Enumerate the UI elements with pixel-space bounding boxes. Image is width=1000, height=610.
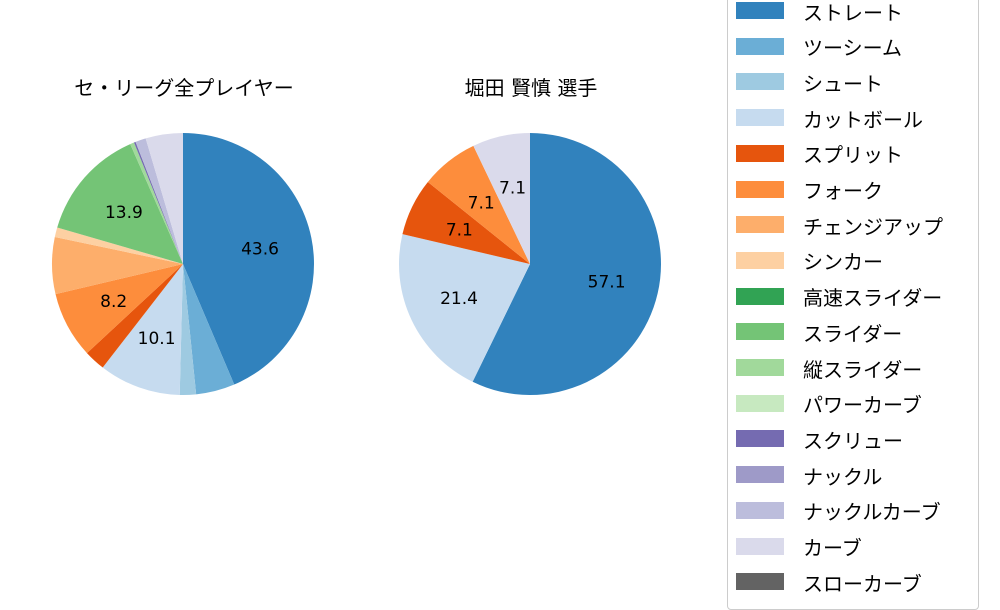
slice-label: 7.1 bbox=[468, 193, 495, 213]
slice-label: 21.4 bbox=[440, 289, 478, 309]
slice-label: 43.6 bbox=[241, 239, 279, 259]
slice-label: 7.1 bbox=[499, 178, 526, 198]
legend-swatch bbox=[736, 180, 784, 198]
pie-slice-チェンジアップ bbox=[52, 237, 184, 295]
legend-label: 高速スライダー bbox=[803, 286, 943, 311]
legend-item: 縦スライダー bbox=[728, 356, 978, 382]
legend-item: スプリット bbox=[728, 142, 978, 168]
legend-label: カーブ bbox=[803, 536, 862, 560]
legend-item: フォーク bbox=[728, 178, 978, 203]
legend: ストレートツーシームシュートカットボール スプリットフォークチェンジアップ シンカー… bbox=[727, 0, 979, 610]
slice-label: 57.1 bbox=[588, 273, 626, 293]
pie-slice-シュート bbox=[179, 264, 197, 395]
legend-item: スライダー bbox=[728, 320, 978, 346]
slice-label: 8.2 bbox=[100, 292, 127, 312]
pie-slice-スプリット bbox=[86, 264, 183, 368]
slice-label: 7.1 bbox=[446, 221, 473, 241]
legend-swatch bbox=[736, 430, 784, 448]
legend-swatch bbox=[736, 2, 784, 19]
legend-swatch bbox=[736, 537, 784, 555]
pie-slice-スプリット bbox=[402, 181, 530, 264]
legend-label: フォーク bbox=[803, 179, 883, 203]
legend-label: 縦スライダー bbox=[803, 357, 923, 382]
pie-slice-縦スライダー bbox=[130, 142, 183, 264]
legend-label: ナックル bbox=[803, 464, 883, 489]
legend-swatch bbox=[736, 501, 784, 519]
pie-charts: 43.610.18.213.9 57.121.47.17.17.1 bbox=[52, 133, 661, 395]
legend-item: ストレート bbox=[728, 0, 978, 25]
legend-item: ナックルカーブ bbox=[728, 499, 978, 525]
legend-label: ナックルカーブ bbox=[803, 500, 941, 525]
legend-swatch bbox=[736, 323, 784, 341]
slice-label: 13.9 bbox=[105, 203, 143, 223]
left-chart-title: セ・リーグ全プレイヤー bbox=[74, 76, 294, 100]
pie-slice-カーブ bbox=[145, 133, 183, 264]
legend-swatch bbox=[736, 37, 784, 55]
legend-label: パワーカーブ bbox=[803, 393, 922, 418]
pie-slice-カーブ bbox=[473, 133, 530, 264]
pie-slice-カットボール bbox=[399, 234, 530, 382]
legend-swatch bbox=[736, 216, 784, 234]
legend-label: シンカー bbox=[803, 250, 883, 275]
pie-slice-ナックルカーブ bbox=[135, 138, 183, 264]
legend-swatch bbox=[736, 251, 784, 269]
legend-item: カットボール bbox=[728, 106, 978, 132]
pie-player: 57.121.47.17.17.1 bbox=[399, 133, 661, 395]
pie-slice-フォーク bbox=[55, 264, 183, 354]
legend-label: チェンジアップ bbox=[803, 214, 943, 239]
legend-swatch bbox=[736, 359, 784, 376]
legend-item: ツーシーム bbox=[728, 35, 978, 61]
legend-label: スライダー bbox=[803, 321, 903, 346]
legend-swatch bbox=[736, 144, 784, 162]
legend-swatch bbox=[736, 466, 784, 484]
legend-item: スローカーブ bbox=[728, 570, 978, 596]
legend-swatch bbox=[736, 73, 784, 91]
slice-label: 10.1 bbox=[138, 329, 176, 349]
legend-item: スクリュー bbox=[728, 427, 978, 453]
legend-item: 高速スライダー bbox=[728, 285, 978, 311]
legend-item: シンカー bbox=[728, 249, 978, 275]
legend-swatch bbox=[736, 573, 784, 591]
pie-slice-スクリュー bbox=[134, 141, 183, 264]
legend-label: ストレート bbox=[803, 0, 903, 25]
right-chart-title: 堀田 賢慎 選手 bbox=[464, 76, 598, 100]
legend-swatch bbox=[736, 287, 784, 305]
pie-slice-ストレート bbox=[183, 133, 315, 385]
legend-label: スクリュー bbox=[803, 428, 903, 453]
legend-swatch bbox=[736, 394, 784, 412]
legend-item: カーブ bbox=[728, 535, 978, 560]
legend-item: ナックル bbox=[728, 463, 978, 489]
legend-item: チェンジアップ bbox=[728, 213, 978, 239]
legend-label: スプリット bbox=[803, 143, 903, 168]
pie-slice-スライダー bbox=[57, 144, 184, 264]
pie-slice-ストレート bbox=[472, 133, 661, 395]
pie-slice-カットボール bbox=[102, 264, 183, 395]
legend-label: カットボール bbox=[803, 107, 923, 132]
legend-swatch bbox=[736, 109, 784, 127]
legend-item: シュート bbox=[728, 70, 978, 96]
legend-label: シュート bbox=[803, 71, 883, 96]
pie-slice-シンカー bbox=[54, 227, 183, 264]
pie-slice-ツーシーム bbox=[183, 264, 235, 395]
pie-slice-フォーク bbox=[427, 145, 530, 264]
legend-label: ツーシーム bbox=[803, 36, 902, 61]
legend-label: スローカーブ bbox=[803, 571, 922, 596]
pie-league: 43.6 10.1 8.2 13.9 bbox=[52, 133, 315, 395]
legend-item: パワーカーブ bbox=[728, 392, 978, 418]
